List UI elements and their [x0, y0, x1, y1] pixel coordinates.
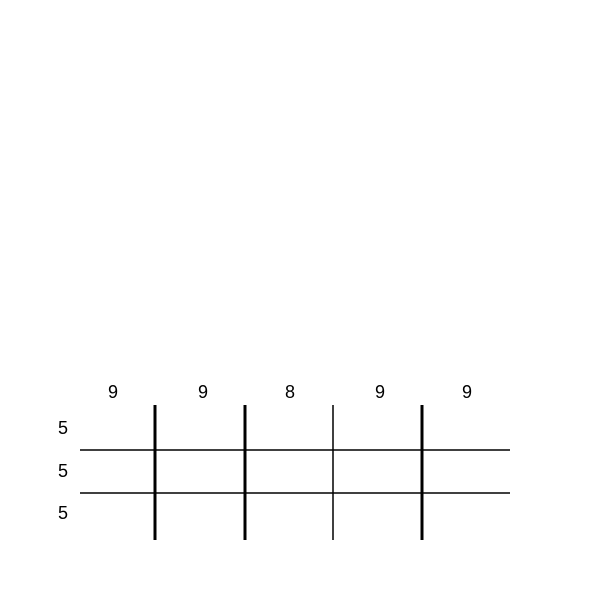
grid-diagram: [0, 0, 600, 600]
